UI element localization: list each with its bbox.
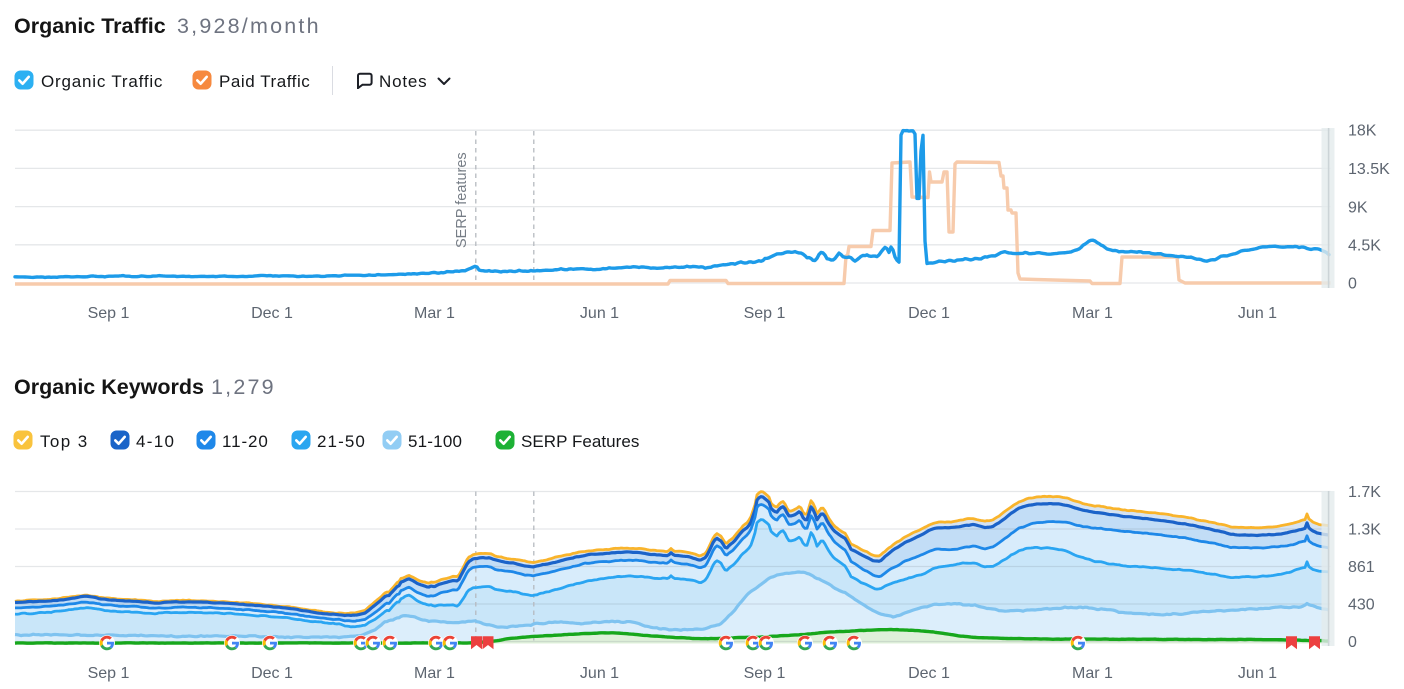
svg-text:Jun 1: Jun 1: [1238, 665, 1277, 682]
svg-text:Mar 1: Mar 1: [414, 305, 455, 322]
svg-text:Dec 1: Dec 1: [908, 305, 950, 322]
svg-text:Jun 1: Jun 1: [580, 305, 619, 322]
svg-text:861: 861: [1348, 559, 1375, 576]
svg-text:Dec 1: Dec 1: [251, 665, 293, 682]
svg-text:Dec 1: Dec 1: [908, 665, 950, 682]
svg-text:13.5K: 13.5K: [1348, 161, 1390, 178]
svg-text:0: 0: [1348, 276, 1357, 293]
svg-text:9K: 9K: [1348, 199, 1368, 216]
svg-text:430: 430: [1348, 597, 1375, 614]
svg-text:Sep 1: Sep 1: [88, 305, 130, 322]
svg-text:Mar 1: Mar 1: [414, 665, 455, 682]
svg-text:Dec 1: Dec 1: [251, 305, 293, 322]
svg-text:0: 0: [1348, 634, 1357, 651]
svg-text:Sep 1: Sep 1: [88, 665, 130, 682]
svg-text:1.7K: 1.7K: [1348, 484, 1381, 501]
svg-text:SERP features: SERP features: [454, 152, 470, 248]
svg-text:Jun 1: Jun 1: [580, 665, 619, 682]
svg-text:1.3K: 1.3K: [1348, 522, 1381, 539]
svg-text:Mar 1: Mar 1: [1072, 305, 1113, 322]
svg-text:4.5K: 4.5K: [1348, 237, 1381, 254]
svg-text:Sep 1: Sep 1: [744, 305, 786, 322]
svg-text:Mar 1: Mar 1: [1072, 665, 1113, 682]
svg-text:Jun 1: Jun 1: [1238, 305, 1277, 322]
svg-text:18K: 18K: [1348, 123, 1377, 140]
svg-text:Sep 1: Sep 1: [744, 665, 786, 682]
